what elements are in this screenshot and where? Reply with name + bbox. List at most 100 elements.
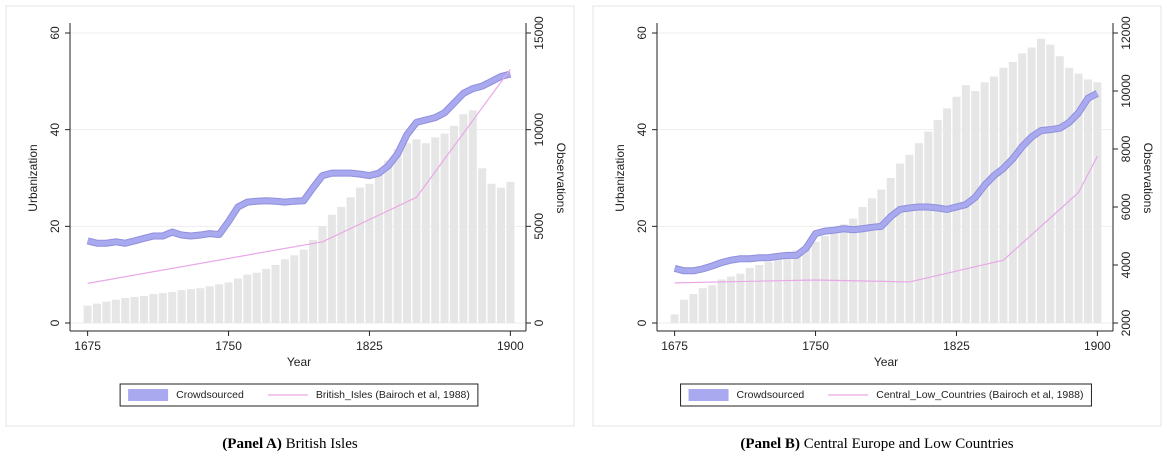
y2-tick-label: 4000 bbox=[1119, 251, 1133, 278]
x-axis-title: Year bbox=[287, 355, 311, 369]
bar bbox=[290, 255, 299, 323]
y2-axis-title: Observations bbox=[554, 143, 568, 214]
bar bbox=[478, 168, 487, 323]
bar bbox=[271, 265, 280, 323]
bar bbox=[440, 133, 449, 323]
bar bbox=[980, 82, 989, 323]
bar bbox=[708, 285, 717, 323]
x-tick-label: 1900 bbox=[1084, 339, 1111, 353]
bar bbox=[858, 207, 867, 323]
legend: Crowdsourced Central_Low_Countries (Bairo… bbox=[680, 383, 1092, 407]
panel: 1675 1750 1825 1900 0 20 40 60 2000 4000 6000 8000 1… bbox=[587, 0, 1167, 461]
bar bbox=[299, 249, 308, 323]
bar bbox=[755, 265, 764, 323]
bar bbox=[924, 131, 933, 323]
bar bbox=[468, 110, 477, 323]
bar bbox=[886, 178, 895, 323]
y-tick-label: 0 bbox=[48, 319, 62, 326]
bar bbox=[487, 183, 496, 323]
bar bbox=[196, 288, 205, 323]
bar bbox=[280, 259, 289, 323]
bar bbox=[337, 207, 346, 323]
bar bbox=[102, 301, 111, 323]
bar bbox=[1083, 79, 1092, 324]
bar bbox=[943, 108, 952, 324]
bar bbox=[318, 226, 327, 323]
bar bbox=[999, 67, 1008, 323]
bar bbox=[421, 143, 430, 323]
y2-tick-label: 0 bbox=[532, 319, 546, 326]
bar bbox=[1065, 67, 1074, 323]
bar bbox=[252, 272, 261, 323]
y2-tick-label: 15000 bbox=[532, 16, 546, 50]
bar bbox=[403, 143, 412, 323]
bar bbox=[736, 273, 745, 323]
x-tick-label: 1750 bbox=[215, 339, 242, 353]
bar bbox=[849, 218, 858, 323]
bar bbox=[830, 227, 839, 323]
x-tick-label: 1675 bbox=[661, 339, 688, 353]
bar bbox=[506, 181, 515, 323]
chart: 1675 1750 1825 1900 0 20 40 60 0 5000 10000 15000 Ye… bbox=[5, 5, 575, 427]
bar bbox=[764, 262, 773, 323]
y-tick-label: 40 bbox=[48, 123, 62, 137]
y-axis-title: Urbanization bbox=[26, 144, 40, 211]
legend-label: British_Isles (Bairoch et al, 1988) bbox=[316, 389, 470, 401]
bar bbox=[224, 282, 233, 323]
legend-swatch bbox=[128, 389, 169, 401]
bar bbox=[792, 250, 801, 323]
bar bbox=[83, 305, 92, 323]
bar bbox=[450, 125, 458, 323]
bar bbox=[1046, 44, 1055, 323]
line bbox=[87, 68, 511, 284]
bar bbox=[186, 289, 195, 323]
bar bbox=[1027, 47, 1036, 323]
legend-label: Crowdsourced bbox=[737, 389, 805, 401]
bar bbox=[971, 91, 980, 323]
bar bbox=[905, 154, 914, 323]
bar bbox=[990, 76, 999, 323]
bar bbox=[393, 149, 402, 323]
bar bbox=[356, 187, 365, 323]
x-tick-label: 1900 bbox=[497, 339, 524, 353]
y2-tick-label: 2000 bbox=[1119, 309, 1133, 336]
bar bbox=[670, 314, 679, 323]
bar bbox=[689, 294, 698, 323]
bar bbox=[243, 274, 252, 323]
y-tick-label: 20 bbox=[48, 219, 62, 233]
y2-tick-label: 10000 bbox=[532, 113, 546, 147]
bar bbox=[346, 197, 355, 323]
line-band bbox=[674, 91, 1099, 274]
bar bbox=[914, 143, 923, 323]
bar bbox=[149, 294, 158, 323]
bar bbox=[459, 114, 468, 323]
bar bbox=[680, 299, 689, 323]
frame bbox=[5, 5, 575, 427]
bar bbox=[1055, 56, 1064, 323]
bar bbox=[1074, 73, 1083, 323]
caption: (Panel A) British Isles bbox=[0, 436, 580, 453]
bar bbox=[205, 286, 214, 323]
bar bbox=[140, 295, 148, 323]
bar bbox=[896, 163, 905, 323]
bar bbox=[327, 214, 336, 323]
bar bbox=[215, 284, 224, 323]
x-tick-label: 1750 bbox=[802, 339, 829, 353]
x-axis-title: Year bbox=[874, 355, 898, 369]
legend-swatch bbox=[688, 389, 729, 401]
bar bbox=[158, 293, 167, 323]
y2-tick-label: 6000 bbox=[1119, 193, 1133, 220]
bar bbox=[365, 183, 374, 323]
bar bbox=[811, 241, 820, 323]
bar bbox=[820, 236, 829, 323]
panel: 1675 1750 1825 1900 0 20 40 60 0 5000 10000 15000 Ye… bbox=[0, 0, 580, 461]
bar bbox=[727, 276, 735, 323]
bar bbox=[1093, 82, 1102, 323]
caption-text: Central Europe and Low Countries bbox=[803, 436, 1014, 452]
bar bbox=[111, 299, 120, 323]
frame bbox=[592, 5, 1162, 427]
bar bbox=[745, 267, 754, 323]
bar bbox=[717, 279, 726, 323]
bar bbox=[1037, 38, 1045, 324]
legend-box bbox=[680, 383, 1092, 407]
